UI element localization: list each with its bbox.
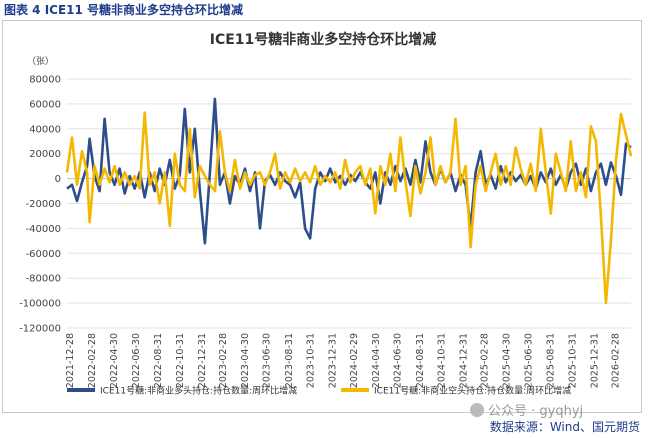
gridlines [67, 78, 631, 329]
data-source: 数据来源：Wind、国元期货 [489, 420, 640, 434]
x-tick-label: 2023-10-31 [306, 333, 317, 388]
y-tick-label: -80000 [26, 274, 61, 285]
x-tick-label: 2025-12-31 [589, 333, 600, 388]
x-tick-label: 2022-02-28 [87, 333, 98, 388]
y-tick-label: 40000 [29, 124, 61, 135]
y-tick-label: -60000 [26, 249, 61, 260]
y-tick-label: -20000 [26, 199, 61, 210]
y-tick-label: 20000 [29, 149, 61, 160]
x-tick-label: 2023-12-31 [327, 333, 338, 388]
y-axis-ticks: 80000 60000 40000 20000 0 -20000 -40000 -60000 -… [19, 75, 61, 335]
legend-label: ICE11号糖:非商业空头持仓:持仓数量:周环比增减 [374, 385, 571, 397]
series-lines [65, 97, 633, 305]
x-tick-label: 2025-06-30 [523, 333, 534, 388]
series-short-line [65, 111, 633, 305]
x-tick-label: 2022-10-31 [175, 333, 186, 388]
x-tick-label: 2022-04-30 [109, 333, 120, 388]
legend: ICE11号糖:非商业多头持仓:持仓数量:周环比增减 ICE11号糖:非商业空头持… [67, 385, 571, 397]
watermark-text: 公众号 · gyqhyj [488, 404, 584, 419]
legend-label: ICE11号糖:非商业多头持仓:持仓数量:周环比增减 [100, 385, 297, 397]
x-tick-label: 2024-08-31 [415, 333, 426, 388]
x-tick-label: 2022-08-31 [153, 333, 164, 388]
x-tick-label: 2024-12-31 [459, 333, 470, 388]
x-tick-label: 2024-10-31 [437, 333, 448, 388]
line-chart: ICE11号糖非商业多空持仓环比增减 （张） 80000 60000 40000 20… [19, 31, 633, 397]
x-tick-label: 2025-08-31 [546, 333, 557, 388]
y-tick-label: 0 [55, 174, 61, 185]
figure-label: 图表 4 ICE11 号糖非商业多空持仓环比增减 [4, 3, 244, 17]
x-tick-label: 2021-12-28 [65, 333, 76, 388]
x-tick-label: 2024-04-30 [371, 333, 382, 388]
x-tick-label: 2024-02-29 [349, 333, 360, 388]
x-tick-label: 2023-04-30 [240, 333, 251, 388]
x-tick-label: 2023-06-30 [262, 333, 273, 388]
chart-title: ICE11号糖非商业多空持仓环比增减 [210, 31, 437, 48]
chart-container: ICE11号糖非商业多空持仓环比增减 （张） 80000 60000 40000 20… [2, 20, 642, 413]
x-tick-label: 2026-02-28 [610, 333, 621, 388]
wechat-icon [470, 403, 484, 417]
y-tick-label: 80000 [29, 75, 61, 86]
x-tick-label: 2025-04-30 [502, 333, 513, 388]
x-tick-label: 2023-08-31 [284, 333, 295, 388]
y-tick-label: -40000 [26, 224, 61, 235]
y-tick-label: 60000 [29, 99, 61, 110]
x-axis-ticks: 2021-12-28 2022-02-28 2022-04-30 2022-06-30… [65, 333, 621, 388]
x-tick-label: 2022-06-30 [131, 333, 142, 388]
x-tick-label: 2023-02-28 [218, 333, 229, 388]
y-tick-label: -100000 [19, 299, 61, 310]
y-axis-unit: （张） [27, 56, 54, 67]
y-tick-label: -120000 [19, 324, 61, 335]
x-tick-label: 2025-10-31 [567, 333, 578, 388]
x-tick-label: 2022-12-31 [197, 333, 208, 388]
x-tick-label: 2025-02-28 [480, 333, 491, 388]
x-tick-label: 2024-06-30 [393, 333, 404, 388]
watermark: 公众号 · gyqhyj [470, 400, 583, 419]
